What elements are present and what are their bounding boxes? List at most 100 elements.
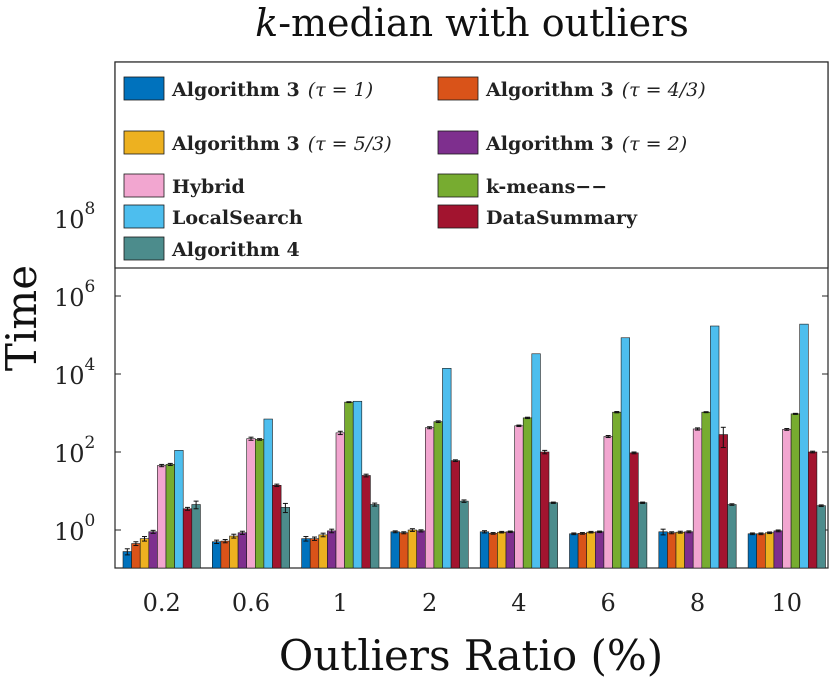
y-tick-base: 10 — [54, 206, 85, 234]
bar-3-3 — [416, 530, 426, 569]
legend-swatch-5 — [437, 173, 479, 198]
legend-label-3: Algorithm 3 (τ = 2) — [485, 133, 687, 155]
legend-label-name: Algorithm 3 — [171, 79, 300, 101]
y-tick-label-2: 104 — [54, 355, 95, 390]
bar-1-5 — [577, 533, 587, 569]
bar-7-1 — [272, 485, 282, 569]
legend-label-8: Algorithm 4 — [171, 239, 300, 261]
legend-swatch-6 — [123, 204, 165, 229]
bar-5-1 — [255, 439, 265, 569]
chart-title: k-median with outliers — [255, 1, 689, 45]
legend-label-name: Algorithm 4 — [171, 239, 300, 261]
legend-label-param: (τ = 4/3) — [622, 79, 706, 101]
y-tick-label-1: 102 — [54, 433, 95, 468]
bar-5-4 — [522, 417, 533, 569]
y-tick-exp: 4 — [85, 355, 96, 375]
y-tick-exp: 8 — [85, 199, 96, 219]
bar-6-0 — [174, 450, 184, 569]
y-tick-base: 10 — [54, 284, 85, 312]
bar-7-5 — [629, 452, 639, 569]
legend-swatch-7 — [437, 204, 479, 229]
bar-5-5 — [612, 411, 622, 569]
bar-7-0 — [182, 508, 193, 569]
y-tick-label-4: 108 — [54, 199, 95, 234]
bar-3-5 — [594, 531, 605, 569]
bar-5-2 — [344, 401, 354, 569]
legend-label-name: k-means−− — [486, 176, 607, 198]
bar-1-6 — [667, 532, 677, 569]
bar-2-7 — [764, 532, 775, 569]
legend-label-name: LocalSearch — [172, 207, 303, 229]
x-tick-label-3: 2 — [422, 589, 437, 617]
y-tick-base: 10 — [54, 518, 85, 546]
y-tick-exp: 0 — [85, 511, 96, 531]
bar-1-7 — [756, 533, 766, 569]
y-tick-exp: 6 — [85, 277, 96, 297]
bar-3-6 — [684, 531, 694, 569]
legend-label-5: k-means−− — [486, 176, 607, 198]
bar-5-0 — [165, 464, 175, 569]
chart-title-rest: -median with outliers — [278, 1, 689, 45]
bar-2-4 — [497, 531, 507, 569]
x-tick-label-0: 0.2 — [143, 589, 181, 617]
bar-0-4 — [479, 531, 490, 569]
bar-8-1 — [280, 507, 291, 569]
bars-layer — [122, 323, 826, 569]
x-tick-label-2: 1 — [333, 589, 348, 617]
bar-3-0 — [148, 531, 158, 569]
bar-2-5 — [586, 531, 596, 569]
bar-6-4 — [531, 353, 541, 569]
bar-0-1 — [212, 541, 222, 569]
bar-6-1 — [263, 418, 273, 569]
legend-label-param: (τ = 5/3) — [308, 133, 392, 155]
legend-label-2: Algorithm 3 (τ = 5/3) — [171, 133, 392, 155]
bar-7-6 — [718, 434, 728, 569]
chart-title-italic: k — [255, 1, 278, 45]
legend-swatch-8 — [123, 236, 165, 261]
x-tick-label-1: 0.6 — [232, 589, 270, 617]
bar-8-2 — [370, 504, 380, 569]
bar-7-7 — [807, 451, 818, 569]
bar-8-7 — [816, 505, 826, 569]
legend-label-name: Algorithm 3 — [485, 133, 614, 155]
bar-1-4 — [488, 533, 498, 569]
legend-label-name: Algorithm 3 — [171, 133, 300, 155]
bar-0-3 — [390, 531, 400, 569]
bar-4-1 — [246, 438, 256, 569]
legend-label-name: DataSummary — [486, 207, 638, 229]
legend-label-6: LocalSearch — [172, 207, 303, 229]
legend-swatch-4 — [123, 173, 165, 198]
bar-3-2 — [327, 530, 337, 569]
bar-7-2 — [361, 475, 371, 569]
bar-4-0 — [157, 465, 167, 569]
legend-label-7: DataSummary — [486, 207, 638, 229]
legend-label-param: (τ = 1) — [308, 79, 373, 101]
legend-label-param: (τ = 2) — [622, 133, 687, 155]
bar-2-6 — [675, 531, 685, 569]
bar-1-2 — [309, 538, 320, 569]
bar-2-2 — [318, 534, 328, 569]
bar-3-1 — [237, 532, 248, 569]
bar-0-2 — [301, 538, 311, 569]
bar-7-4 — [540, 451, 550, 569]
y-axis-label: Time — [0, 265, 46, 371]
x-tick-label-6: 8 — [690, 589, 705, 617]
bar-2-0 — [139, 538, 150, 569]
bar-1-1 — [220, 540, 230, 569]
legend-swatch-2 — [123, 130, 165, 155]
bar-7-3 — [450, 460, 461, 569]
bar-8-3 — [459, 500, 469, 569]
bar-5-7 — [790, 413, 800, 569]
bar-6-5 — [620, 337, 630, 569]
x-tick-label-5: 6 — [601, 589, 616, 617]
bar-0-7 — [747, 533, 757, 569]
y-tick-base: 10 — [54, 440, 85, 468]
bar-8-5 — [637, 502, 648, 569]
legend-swatch-0 — [123, 76, 165, 101]
bar-1-3 — [399, 532, 409, 569]
bar-8-0 — [191, 504, 201, 569]
legend-label-1: Algorithm 3 (τ = 4/3) — [485, 79, 706, 101]
legend-swatch-1 — [437, 76, 479, 101]
